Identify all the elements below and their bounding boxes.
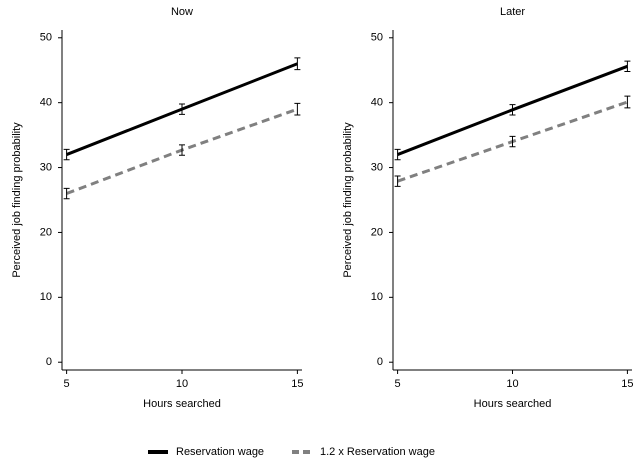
chart-title: Later: [500, 6, 525, 18]
y-tick-label: 40: [40, 97, 52, 109]
x-tick-label: 10: [176, 378, 188, 390]
y-tick-label: 10: [371, 291, 383, 303]
y-tick-label: 50: [371, 32, 383, 44]
error-bar: [509, 135, 516, 148]
error-bar: [63, 187, 70, 200]
error-bar: [624, 60, 631, 73]
y-tick-label: 0: [46, 356, 52, 368]
x-axis-label: Hours searched: [143, 398, 221, 410]
error-bar: [509, 104, 516, 116]
chart-title: Now: [171, 6, 193, 18]
error-bar: [394, 175, 401, 187]
legend-label: 1.2 x Reservation wage: [320, 446, 435, 458]
x-tick-label: 5: [395, 378, 401, 390]
x-tick-label: 15: [291, 378, 303, 390]
error-bar: [624, 95, 631, 109]
error-bar: [179, 103, 185, 115]
y-tick-label: 20: [40, 226, 52, 238]
y-tick-label: 40: [371, 97, 383, 109]
error-bar: [179, 144, 185, 156]
error-bar: [294, 102, 301, 116]
error-bar: [394, 148, 401, 161]
x-axis-label: Hours searched: [474, 398, 552, 410]
error-bar: [294, 57, 301, 71]
x-tick-label: 5: [64, 378, 70, 390]
y-tick-label: 20: [371, 226, 383, 238]
y-tick-label: 30: [40, 161, 52, 173]
y-axis-label: Perceived job finding probability: [11, 122, 23, 278]
legend-label: Reservation wage: [176, 446, 264, 458]
error-bar: [63, 148, 70, 161]
y-tick-label: 50: [40, 32, 52, 44]
y-axis-label: Perceived job finding probability: [342, 122, 354, 278]
y-tick-label: 10: [40, 291, 52, 303]
y-tick-label: 30: [371, 161, 383, 173]
x-tick-label: 15: [621, 378, 633, 390]
x-tick-label: 10: [506, 378, 518, 390]
y-tick-label: 0: [377, 356, 383, 368]
